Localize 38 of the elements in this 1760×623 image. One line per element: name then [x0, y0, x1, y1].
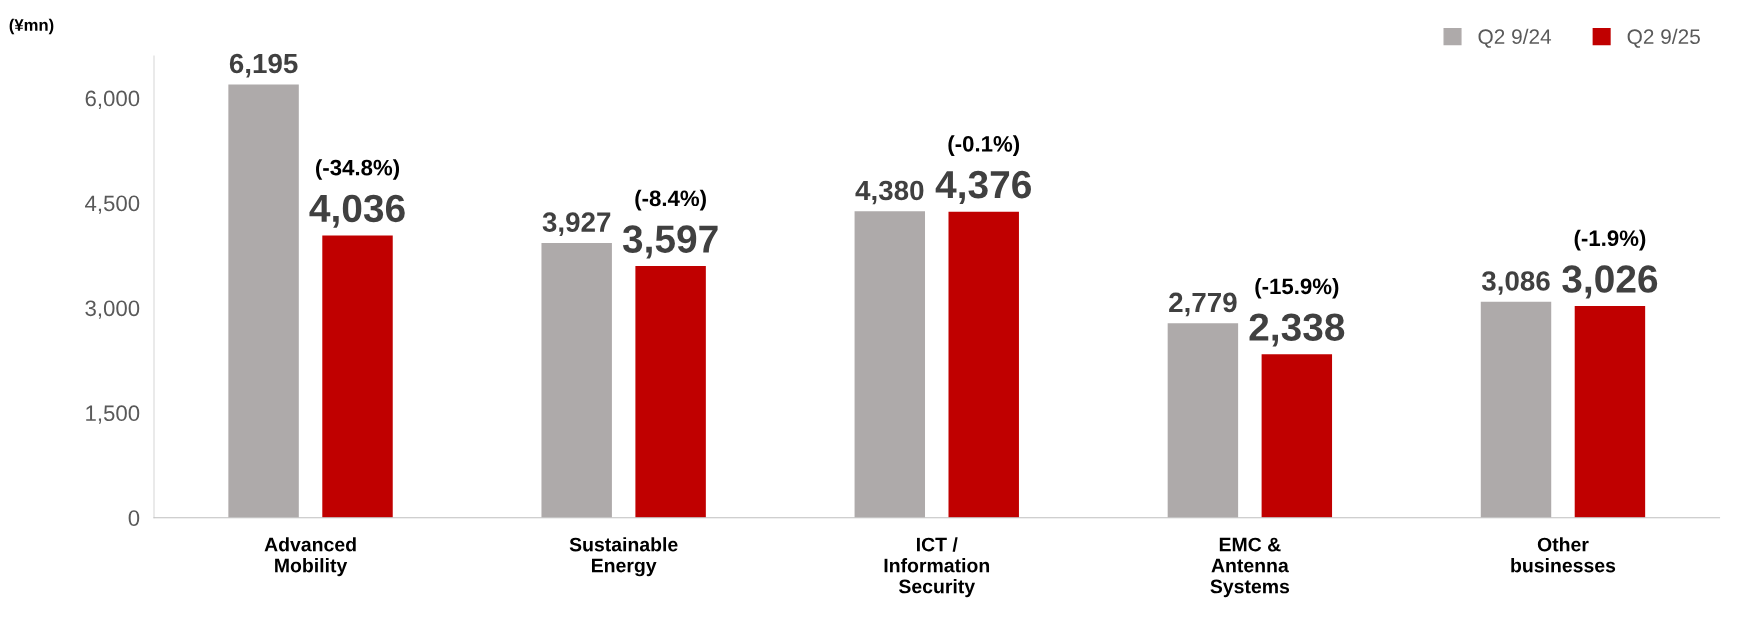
- bar: [541, 243, 612, 518]
- annotation: (-0.1%): [948, 135, 1020, 157]
- annotation: (-8.4%): [635, 189, 706, 211]
- bar: [1574, 306, 1646, 518]
- y-tick-label: 0: [128, 510, 140, 526]
- x-tick-label: ICT / Information Security: [884, 537, 990, 598]
- data-label: 6,195: [229, 53, 298, 78]
- data-label: 2,779: [1169, 292, 1237, 317]
- bar: [1480, 301, 1552, 518]
- bar: [1261, 354, 1333, 518]
- bar: [635, 266, 706, 518]
- data-label: 4,380: [855, 180, 924, 205]
- x-tick-label: Advanced Mobility: [264, 537, 356, 577]
- y-tick-label: 4,500: [85, 195, 140, 214]
- annotation: (-34.8%): [316, 159, 400, 180]
- bar: [228, 84, 299, 518]
- y-tick-label: 3,000: [85, 300, 140, 319]
- y-tick-label: 6,000: [85, 90, 140, 109]
- data-label: 3,086: [1481, 271, 1550, 295]
- legend-label: Q2 9/25: [1627, 28, 1700, 48]
- data-label: 3,597: [622, 225, 718, 259]
- legend-label: Q2 9/24: [1478, 28, 1552, 48]
- data-label: 2,338: [1249, 313, 1345, 347]
- data-label: 4,036: [309, 194, 405, 228]
- data-label: 3,026: [1562, 265, 1658, 299]
- annotation: (-1.9%): [1574, 229, 1646, 251]
- annotation: (-15.9%): [1255, 277, 1339, 299]
- bar: [948, 211, 1019, 518]
- y-axis-title: (¥mn): [9, 18, 54, 35]
- bar: [854, 211, 926, 518]
- bar: [1167, 323, 1239, 518]
- x-tick-label: EMC & Antenna Systems: [1210, 537, 1290, 598]
- x-tick-label: Other businesses: [1511, 537, 1616, 573]
- bar: [322, 235, 393, 518]
- y-tick-label: 1,500: [86, 405, 140, 424]
- x-tick-label: Sustainable Energy: [569, 537, 678, 577]
- data-label: 3,927: [542, 212, 611, 237]
- data-label: 4,376: [935, 170, 1031, 205]
